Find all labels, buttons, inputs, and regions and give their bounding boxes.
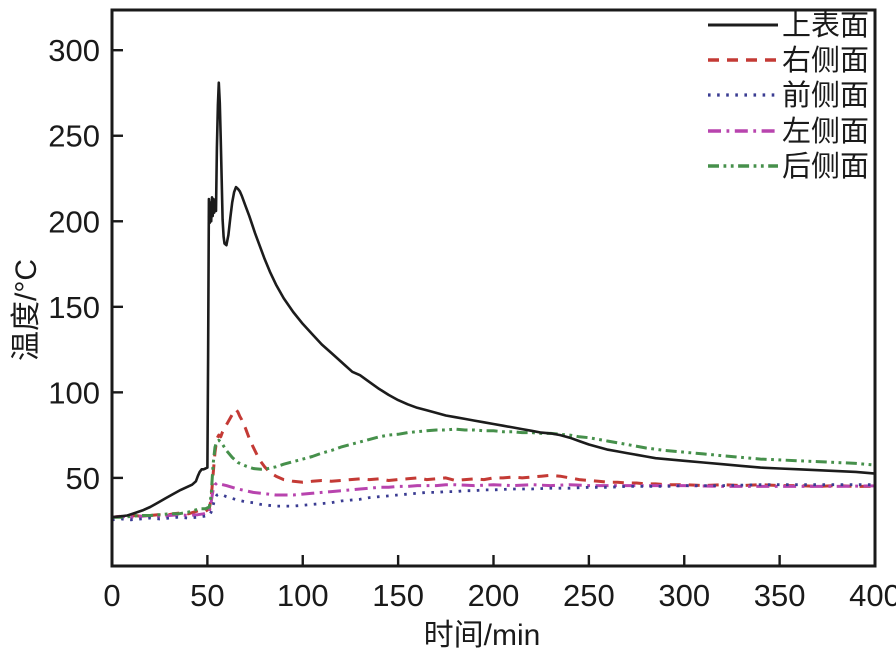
- legend-item-label: 上表面: [782, 9, 869, 42]
- x-tick-label: 300: [658, 578, 710, 613]
- x-axis-title: 时间/min: [424, 619, 541, 652]
- legend-item-front-side: 前侧面: [708, 79, 869, 112]
- x-tick-label: 200: [468, 578, 520, 613]
- x-tick-label: 50: [190, 578, 224, 613]
- legend-item-right-side: 右侧面: [708, 44, 869, 77]
- y-tick-label: 300: [48, 33, 100, 68]
- legend-item-label: 右侧面: [782, 44, 869, 77]
- legend-item-label: 后侧面: [782, 150, 869, 183]
- legend-item-back-side: 后侧面: [708, 150, 869, 183]
- y-tick-label: 200: [48, 204, 100, 239]
- series-line-top-surface: [111, 81, 876, 519]
- legend-item-left-side: 左侧面: [708, 115, 869, 148]
- x-tick-label: 100: [277, 578, 329, 613]
- y-axis-title: 温度/°C: [10, 259, 43, 361]
- legend-item-label: 左侧面: [782, 115, 869, 148]
- y-tick-label: 250: [48, 119, 100, 154]
- legend-item-top-surface: 上表面: [708, 9, 869, 42]
- x-tick-label: 350: [754, 578, 806, 613]
- series-line-back-side: [112, 427, 876, 519]
- x-tick-label: 250: [563, 578, 615, 613]
- series-line-left-side: [111, 481, 876, 519]
- plot-area: 0 50 100 150 200 250 300 350 400 50 100 150 200 250 30…: [48, 8, 896, 613]
- legend-item-label: 前侧面: [782, 79, 869, 112]
- series-line-right-side: [111, 408, 875, 519]
- x-tick-label: 0: [103, 578, 120, 613]
- y-tick-label: 50: [66, 461, 100, 496]
- y-tick-label: 150: [48, 290, 100, 325]
- x-tick-label: 150: [372, 578, 424, 613]
- plot-border: [110, 8, 877, 568]
- y-tick-label: 100: [48, 375, 100, 410]
- series-line-front-side: [111, 483, 875, 522]
- x-tick-label: 400: [849, 578, 896, 613]
